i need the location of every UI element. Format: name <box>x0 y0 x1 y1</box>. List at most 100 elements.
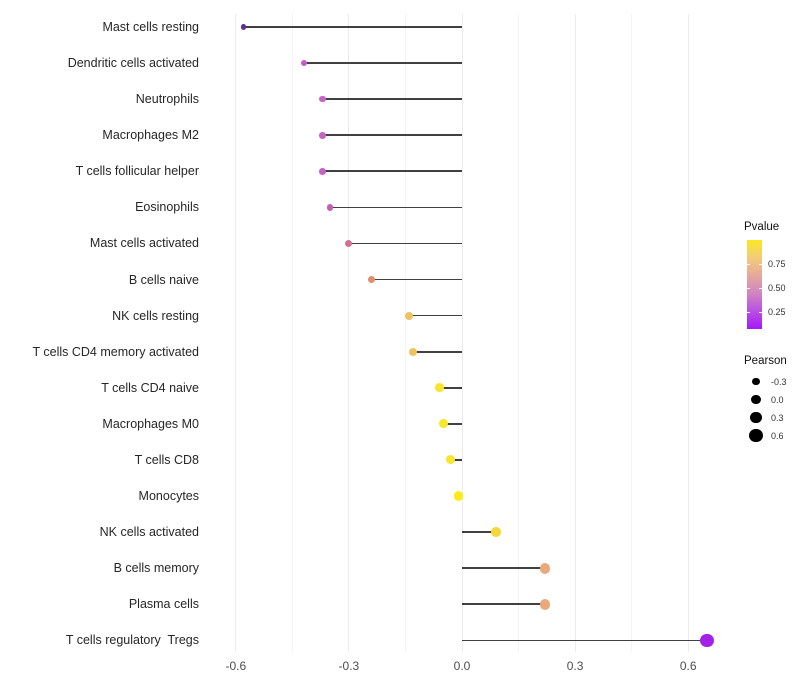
category-label: NK cells activated <box>99 525 199 540</box>
lollipop-stem <box>439 386 462 389</box>
category-label: T cells CD4 memory activated <box>32 344 200 359</box>
size-legend-label: 0.3 <box>771 412 784 423</box>
data-point-dot <box>700 633 714 648</box>
x-tick-label: 0.3 <box>566 659 584 673</box>
category-label: T cells CD8 <box>134 452 199 467</box>
size-legend-entry: 0.0 <box>744 392 800 407</box>
lollipop-stem <box>322 134 462 137</box>
data-point-dot <box>300 59 307 67</box>
lollipop-stem <box>322 170 462 173</box>
size-legend-entry: 0.6 <box>744 428 800 443</box>
colorbar-tick-mark <box>759 312 762 314</box>
pearson-legend-title: Pearson <box>744 355 787 367</box>
data-point-dot <box>446 455 456 465</box>
x-tick-label: -0.3 <box>338 659 360 673</box>
size-legend-dot <box>752 377 760 386</box>
pvalue-colorbar: 0.75 0.50 0.25 <box>747 240 786 329</box>
category-label: Macrophages M2 <box>102 128 199 143</box>
major-gridline <box>461 14 463 652</box>
colorbar-tick-label: 0.50 <box>768 282 786 293</box>
lollipop-stem <box>412 350 462 353</box>
lollipop-stem <box>462 639 708 642</box>
lollipop-stem <box>462 531 496 533</box>
data-point-dot <box>319 167 326 175</box>
category-label: B cells naive <box>128 272 199 287</box>
lollipop-stem <box>330 206 462 209</box>
major-gridline <box>574 14 576 652</box>
minor-gridline <box>291 14 293 652</box>
lollipop-stem <box>322 98 462 100</box>
colorbar-tick-mark <box>747 312 750 314</box>
category-label: T cells CD4 naive <box>101 380 199 395</box>
data-point-dot <box>240 24 246 30</box>
size-legend-dot <box>751 394 761 405</box>
data-point-dot <box>434 383 444 393</box>
x-tick-label: 0.6 <box>679 659 697 673</box>
category-label: NK cells resting <box>112 308 199 323</box>
major-gridline <box>687 14 689 652</box>
colorbar-tick-mark <box>759 288 762 290</box>
category-label: Macrophages M0 <box>102 416 199 431</box>
lollipop-stem <box>443 423 462 425</box>
size-legend-dot-cell <box>744 377 768 386</box>
minor-gridline <box>518 14 520 652</box>
y-axis-labels: Mast cells resting Dendritic cells activa… <box>0 10 200 652</box>
x-axis-tick-labels: -0.6 -0.3 0.0 0.3 0.6 <box>206 659 722 677</box>
data-point-dot <box>539 562 551 574</box>
data-point-dot <box>326 204 334 211</box>
colorbar-tick-mark <box>747 264 750 266</box>
pearson-size-legend: Pearson -0.3 0.0 0.3 0.6 <box>744 355 800 443</box>
category-label: Monocytes <box>138 489 199 504</box>
minor-gridline <box>404 14 406 652</box>
lollipop-stem <box>303 62 462 64</box>
colorbar-tick-mark <box>759 264 762 266</box>
x-tick-label: -0.6 <box>225 659 247 673</box>
data-point-dot <box>319 131 326 139</box>
data-point-dot <box>345 239 353 248</box>
colorbar-tick-label: 0.75 <box>768 258 786 269</box>
data-point-dot <box>367 275 376 284</box>
size-legend-label: -0.3 <box>771 376 787 387</box>
lollipop-stem <box>371 278 462 281</box>
category-label: Mast cells activated <box>89 236 199 251</box>
pvalue-legend-title: Pvalue <box>744 221 780 233</box>
category-label: Plasma cells <box>128 597 199 612</box>
lollipop-stem <box>462 603 545 606</box>
category-label: T cells regulatory Tregs <box>65 633 199 648</box>
category-label: Eosinophils <box>135 200 199 215</box>
size-legend-label: 0.0 <box>771 394 784 405</box>
major-gridline <box>348 14 350 652</box>
size-legend-entry: 0.3 <box>744 410 800 425</box>
data-point-dot <box>539 598 551 610</box>
size-legend-dot-cell <box>744 411 768 424</box>
size-legend-dot-cell <box>744 428 768 443</box>
data-point-dot <box>319 95 326 103</box>
legend: Pvalue 0.75 0.50 0.25 Pearson -0.3 0.0 0.3 0.… <box>744 221 800 446</box>
pearson-legend-entries: -0.3 0.0 0.3 0.6 <box>744 374 800 443</box>
category-label: B cells memory <box>113 561 199 576</box>
category-label: Dendritic cells activated <box>67 56 199 71</box>
category-label: Neutrophils <box>135 92 199 107</box>
size-legend-label: 0.6 <box>771 430 784 441</box>
size-legend-dot-cell <box>744 394 768 405</box>
data-point-dot <box>453 491 463 501</box>
lollipop-stem <box>409 314 462 317</box>
lollipop-stem <box>348 242 462 245</box>
minor-gridline <box>631 14 633 652</box>
lollipop-stem <box>462 567 545 570</box>
data-point-dot <box>405 311 414 320</box>
data-point-dot <box>408 347 418 356</box>
colorbar-tick-mark <box>747 288 750 290</box>
size-legend-entry: -0.3 <box>744 374 800 389</box>
data-point-dot <box>491 527 501 538</box>
size-legend-dot <box>750 411 762 424</box>
plot-panel <box>206 10 722 652</box>
size-legend-dot <box>749 428 763 443</box>
x-tick-label: 0.0 <box>453 659 471 673</box>
lollipop-stem <box>243 26 462 28</box>
lollipop-stem <box>450 459 462 461</box>
major-gridline <box>235 14 237 652</box>
category-label: T cells follicular helper <box>75 164 199 179</box>
colorbar-tick-label: 0.25 <box>768 306 786 317</box>
